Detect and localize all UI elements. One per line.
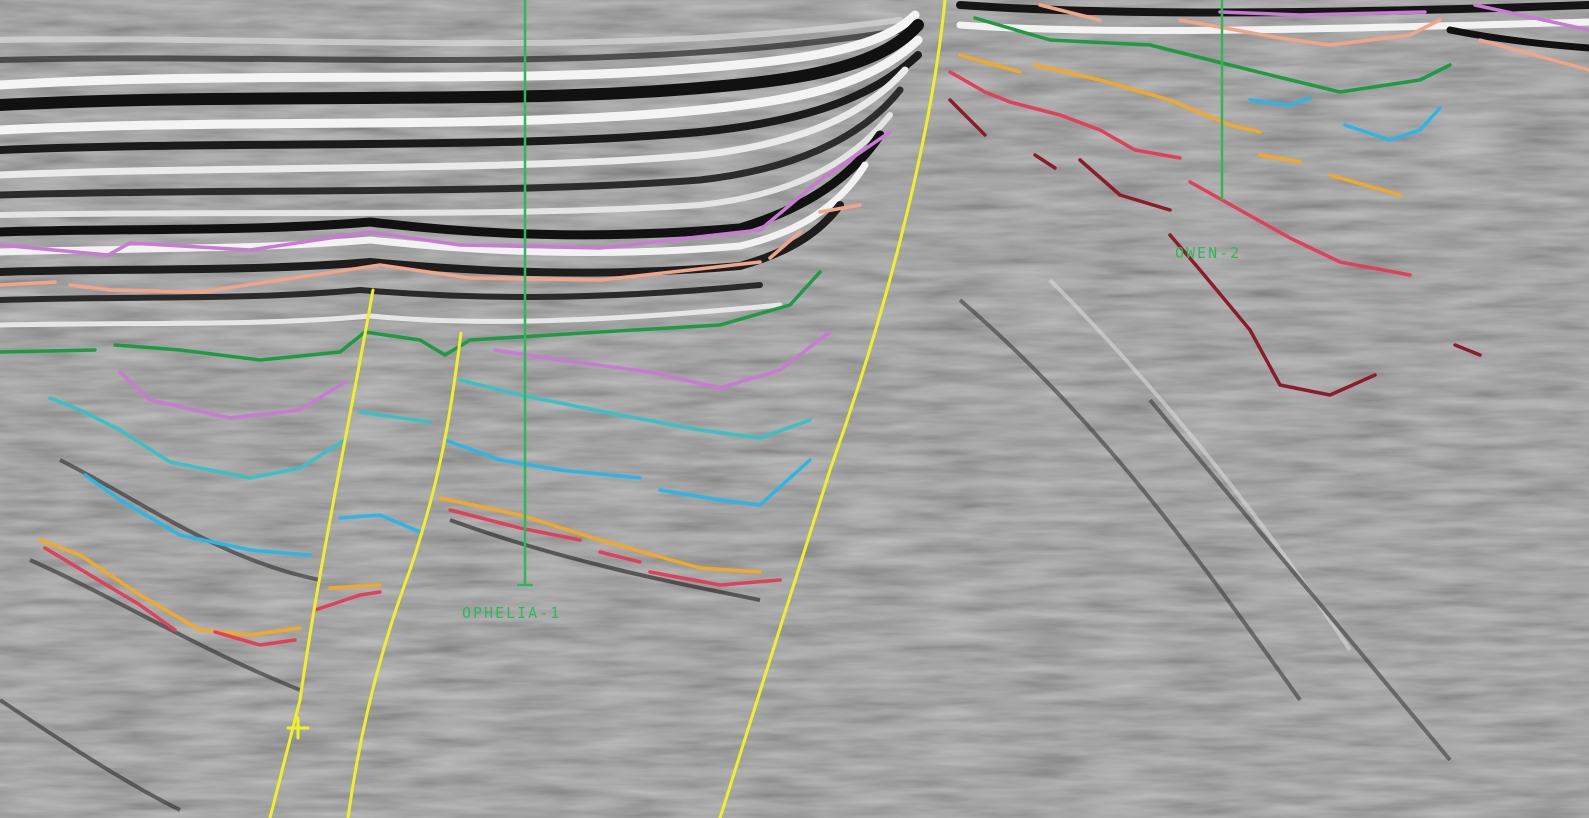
- horizon-blue: [83, 438, 812, 557]
- horizon-salmon: [0, 203, 862, 294]
- horizon-orange-east: [958, 53, 1402, 197]
- well-label-owen-2: OWEN-2: [1175, 244, 1241, 262]
- horizon-orange: [38, 496, 762, 637]
- horizon-magenta: [0, 130, 892, 257]
- faults: [268, 0, 947, 818]
- strong-reflectors: [0, 1, 1589, 328]
- horizon-cyan: [48, 378, 812, 480]
- dipping-reflectors: [0, 278, 1452, 812]
- horizon-picks: [0, 3, 1589, 647]
- horizon-green-east: [973, 16, 1452, 94]
- horizon-red: [43, 508, 782, 647]
- horizon-maroon-east: [948, 98, 1482, 397]
- horizon-magenta-lower: [118, 330, 832, 420]
- fault-2: [346, 331, 463, 818]
- fault-3: [718, 0, 947, 818]
- horizon-magenta-east: [1218, 3, 1589, 32]
- horizon-salmon-east: [1038, 3, 1589, 72]
- horizon-red-east: [948, 70, 1412, 277]
- wells: OPHELIA-1 OWEN-2: [462, 0, 1241, 622]
- horizon-blue-east: [1248, 96, 1442, 142]
- fault-tick: [286, 716, 310, 740]
- fault-1: [268, 288, 375, 818]
- horizon-green: [0, 270, 822, 362]
- well-label-ophelia-1: OPHELIA-1: [462, 604, 561, 622]
